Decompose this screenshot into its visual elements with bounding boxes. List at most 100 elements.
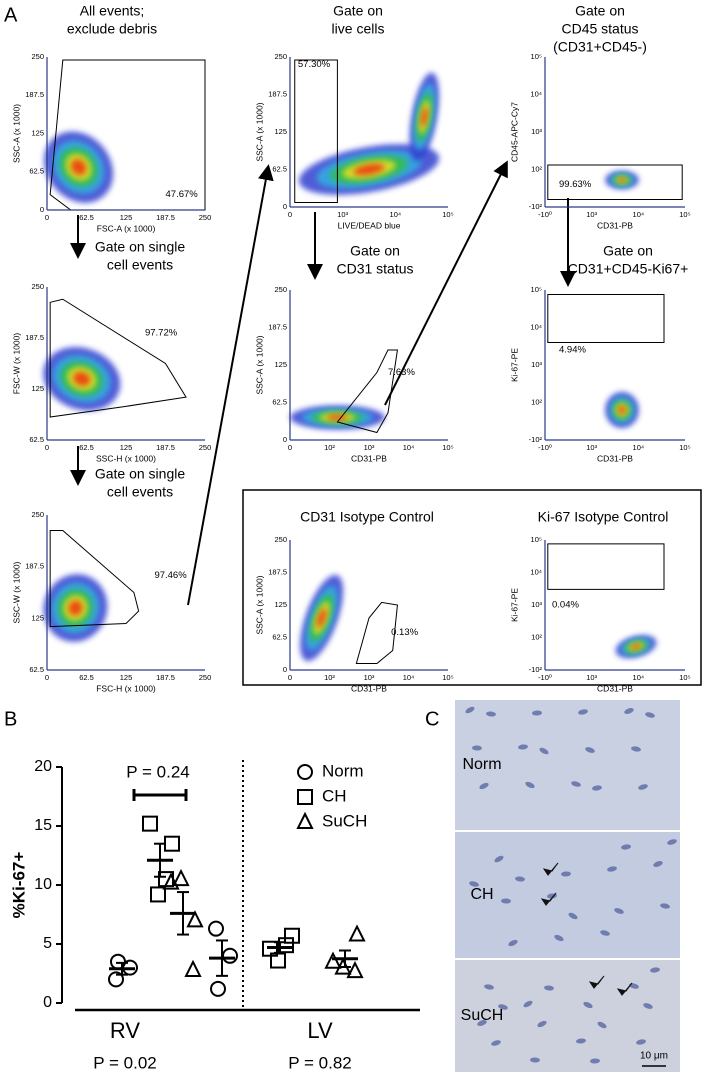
gate (336, 349, 399, 434)
micrographs: Norm CH SuCH 10 μm (455, 700, 680, 1072)
step-title: Gate on (603, 243, 653, 259)
category-label: LV (307, 1018, 333, 1043)
y-tick-label: 250 (274, 52, 287, 61)
y-tick-label: 250 (274, 285, 287, 294)
panel-label: A (4, 4, 18, 26)
density-cloud (68, 600, 83, 616)
y-tick-label: 10⁵ (531, 52, 542, 61)
y-tick-label: 62.5 (29, 167, 44, 176)
nucleus (607, 866, 617, 872)
y-tick-label: 125 (31, 128, 44, 137)
nucleus (576, 1038, 586, 1044)
nucleus (592, 785, 602, 791)
x-tick-label: 62.5 (79, 213, 94, 222)
gate (547, 294, 665, 343)
gate-label: 57.30% (298, 59, 331, 70)
density-cloud (71, 159, 87, 176)
x-tick-label: 10⁵ (679, 443, 690, 452)
nucleus (585, 747, 595, 753)
y-axis-label: %Ki-67+ (9, 852, 28, 919)
panel-label: C (425, 708, 439, 730)
step-title: cell events (107, 257, 173, 273)
x-tick-label: 250 (199, 443, 212, 452)
x-axis-label: CD31-PB (597, 453, 633, 463)
y-tick-label: 15 (34, 817, 52, 834)
x-axis-label: CD31-PB (351, 683, 387, 693)
nucleus (660, 903, 670, 909)
x-tick-label: 10⁴ (403, 673, 415, 682)
x-tick-label: 0 (45, 673, 49, 682)
scale-label: 10 μm (640, 1051, 668, 1062)
x-tick-label: 10² (324, 443, 335, 452)
x-tick-label: 10⁴ (403, 443, 415, 452)
nucleus (568, 912, 578, 920)
x-tick-label: 125 (120, 673, 133, 682)
x-tick-label: 10³ (586, 673, 597, 682)
gate (294, 59, 338, 203)
y-tick-label: 0 (283, 202, 287, 211)
nucleus (590, 1058, 600, 1064)
nucleus (614, 908, 624, 914)
y-tick-label: 10² (531, 164, 542, 173)
point (162, 872, 180, 890)
nucleus (631, 746, 641, 752)
step-title: CD31 status (336, 261, 413, 277)
nucleus (515, 876, 525, 882)
point (172, 868, 190, 887)
y-tick-label: 187.5 (268, 89, 287, 98)
nucleus (636, 1039, 646, 1045)
category-label: RV (110, 1018, 140, 1043)
x-tick-label: 0 (288, 443, 292, 452)
flow-plot: 0 62.5 125 187.5 250 0 62.5 125 187.5 250 FSC-A (x… (11, 3, 211, 234)
flow-plot: 0 10³ 10⁴ 10⁵ 0 62.5 125 187.5 250 LIVE/DEAD blue… (254, 3, 453, 231)
nucleus (486, 711, 496, 717)
y-tick-label: 10⁵ (531, 285, 542, 294)
y-tick-label: 10 (34, 876, 52, 893)
x-tick-label: 10⁵ (442, 443, 453, 452)
x-tick-label: 10⁵ (679, 673, 690, 682)
y-tick-label: 0 (43, 994, 52, 1011)
x-tick-label: 250 (199, 673, 212, 682)
y-tick-label: 125 (31, 613, 44, 622)
point (142, 815, 158, 832)
point (208, 920, 224, 937)
category-note: P = 0.82 (288, 1053, 352, 1072)
x-tick-label: 10⁴ (633, 673, 645, 682)
gate-label: 7.63% (388, 367, 415, 378)
nucleus (479, 782, 489, 790)
nucleus (554, 934, 564, 942)
y-tick-label: 10⁴ (530, 89, 542, 98)
nucleus (472, 745, 482, 751)
x-tick-label: -10⁰ (538, 443, 552, 452)
gate-label: 97.46% (154, 570, 187, 581)
y-tick-label: 5 (43, 935, 52, 952)
panel-label: B (4, 708, 17, 730)
y-tick-label: 10⁴ (530, 567, 542, 576)
x-axis-label: FSC-H (x 1000) (96, 683, 156, 693)
row-label: CH (470, 886, 493, 903)
x-tick-label: 62.5 (79, 443, 94, 452)
density-cloud (316, 608, 327, 628)
y-tick-label: 62.5 (272, 632, 287, 641)
nucleus (578, 709, 588, 715)
gate (355, 601, 398, 664)
legend-label: Norm (322, 761, 364, 780)
nucleus (544, 985, 554, 991)
row-label: SuCH (461, 1007, 504, 1024)
density-cloud (353, 163, 385, 176)
y-axis-label: FSC-W (x 1000) (11, 333, 21, 395)
nucleus (501, 898, 511, 904)
y-axis-label: CD45-APC-Cy7 (509, 102, 519, 162)
bracket (132, 789, 188, 801)
nucleus (494, 855, 504, 863)
point (222, 947, 238, 964)
step-title: CD45 status (561, 21, 638, 37)
nucleus (484, 984, 494, 990)
point (164, 835, 180, 852)
isotype-box (242, 489, 702, 686)
legend-label: CH (322, 786, 347, 805)
nucleus (518, 744, 528, 750)
y-tick-label: -10² (529, 202, 543, 211)
y-tick-label: 187.5 (25, 90, 44, 99)
